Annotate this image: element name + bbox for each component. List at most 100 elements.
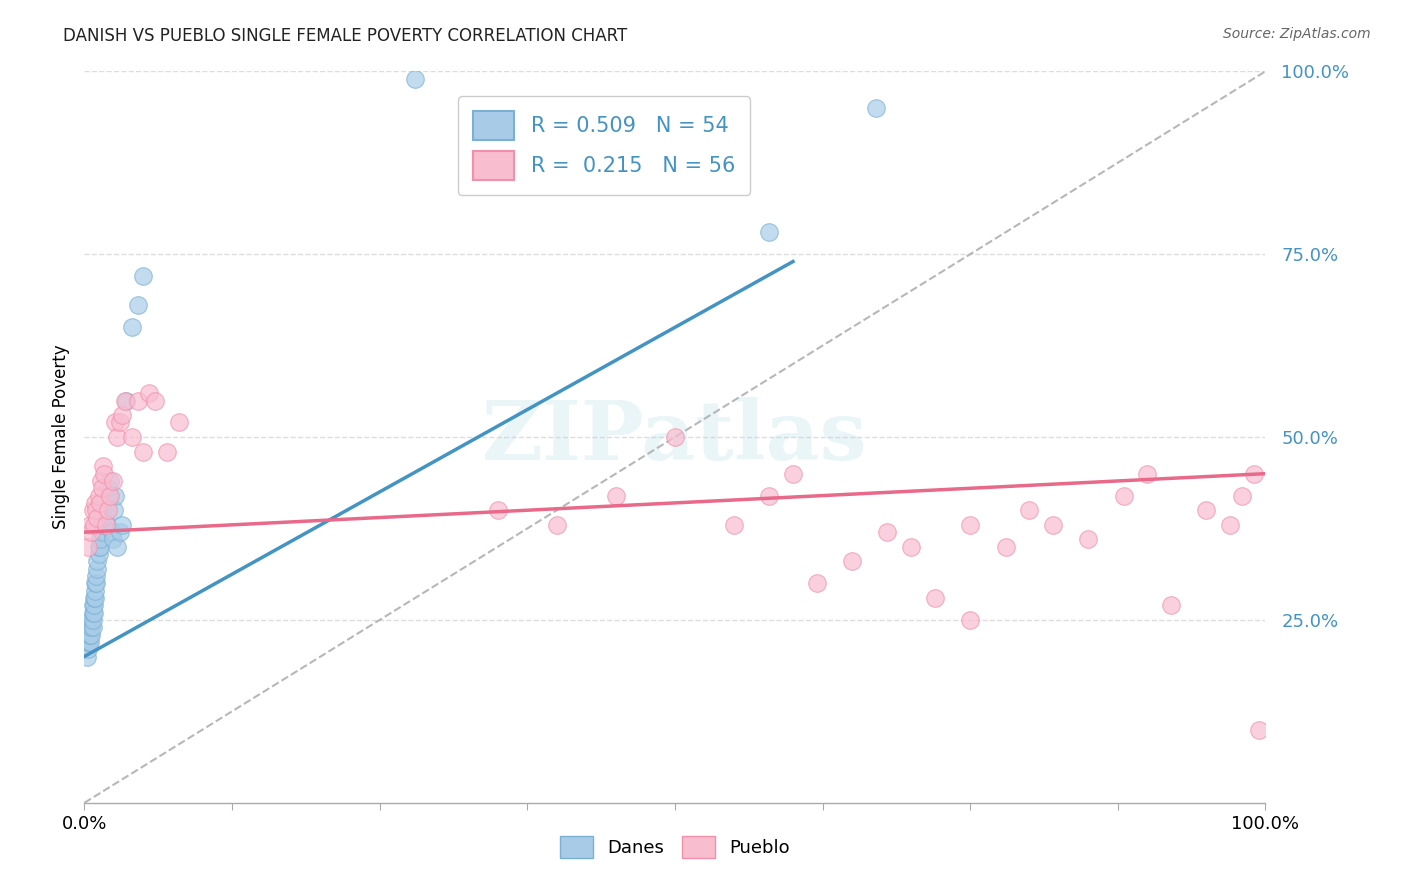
Point [91,510,114,524]
Point [89,496,111,510]
Point [91,525,114,540]
Point [108,525,131,540]
Point [994,540,1017,554]
Point [876,525,898,540]
Point [86,554,108,568]
Point [84,576,107,591]
Point [98,489,121,503]
Point [82,613,104,627]
Point [138,386,160,401]
Point [98,474,121,488]
Point [93,496,115,510]
Point [89,540,111,554]
Point [87,547,110,561]
Point [664,430,686,444]
Point [84,569,107,583]
Point [1042,517,1064,532]
Point [100,525,122,540]
Point [924,591,946,605]
Point [959,517,981,532]
Text: ZIPatlas: ZIPatlas [482,397,868,477]
Point [76,649,98,664]
Y-axis label: Single Female Poverty: Single Female Poverty [52,345,70,529]
Point [87,489,110,503]
Point [84,583,107,598]
Point [111,517,134,532]
Point [83,606,105,620]
Point [108,416,131,430]
Point [865,101,887,115]
Point [1077,533,1099,547]
Point [83,517,105,532]
Point [91,459,114,474]
Point [1136,467,1159,481]
Point [114,393,136,408]
Point [758,225,780,239]
Point [1195,503,1218,517]
Point [841,554,863,568]
Point [143,393,166,408]
Point [1243,467,1265,481]
Point [94,517,117,532]
Point [1112,489,1135,503]
Point [127,298,149,312]
Point [1219,517,1241,532]
Point [77,627,100,641]
Point [758,489,780,503]
Point [486,503,509,517]
Point [96,517,118,532]
Point [90,474,112,488]
Point [132,444,155,458]
Point [806,576,828,591]
Point [91,517,114,532]
Point [111,408,134,422]
Point [82,620,104,634]
Point [94,503,117,517]
Point [79,627,101,641]
Legend: Danes, Pueblo: Danes, Pueblo [551,827,799,867]
Point [121,320,143,334]
Text: Source: ZipAtlas.com: Source: ZipAtlas.com [1223,27,1371,41]
Point [1018,503,1040,517]
Point [77,635,100,649]
Point [80,620,103,634]
Point [91,481,114,495]
Point [103,503,125,517]
Point [80,525,103,540]
Point [1230,489,1253,503]
Point [83,591,105,605]
Point [84,576,107,591]
Point [782,467,804,481]
Point [82,503,104,517]
Point [82,599,104,613]
Point [87,540,110,554]
Point [959,613,981,627]
Point [79,517,101,532]
Point [900,540,922,554]
Point [104,489,127,503]
Point [80,613,103,627]
Point [156,444,179,458]
Point [86,562,108,576]
Point [91,503,114,517]
Point [84,496,107,510]
Point [84,591,107,605]
Point [77,635,100,649]
Point [79,635,101,649]
Point [86,510,108,524]
Point [82,606,104,620]
Point [605,489,627,503]
Point [80,627,103,641]
Point [1249,723,1271,737]
Point [104,416,127,430]
Point [90,517,112,532]
Point [101,474,124,488]
Point [723,517,745,532]
Point [546,517,568,532]
Point [89,533,111,547]
Point [97,503,120,517]
Point [107,540,129,554]
Point [167,416,190,430]
Point [77,642,100,657]
Point [114,393,136,408]
